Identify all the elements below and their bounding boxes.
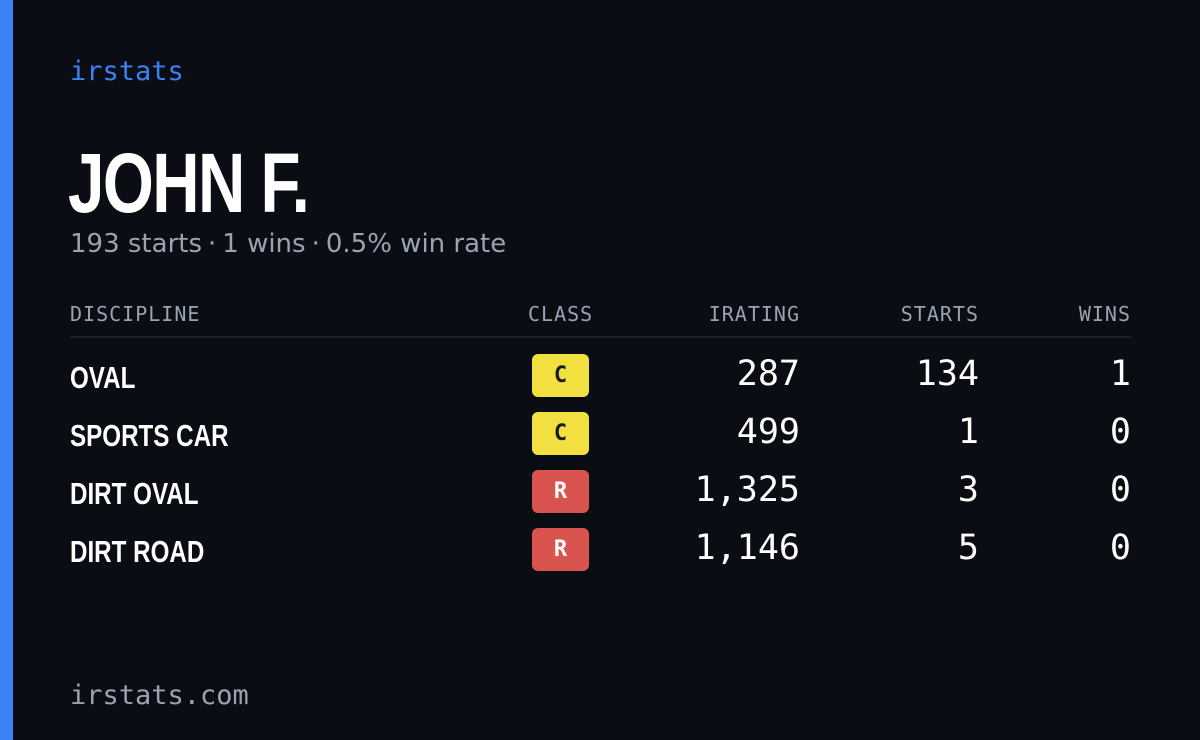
win-rate-summary: 0.5% win rate — [325, 229, 507, 259]
header-class: CLASS — [528, 302, 594, 326]
class-badge: R — [532, 470, 589, 513]
table-row: DIRT OVAL R 1,325 3 0 — [70, 454, 1131, 513]
starts-value: 3 — [957, 470, 979, 510]
separator: · — [311, 229, 320, 259]
class-badge: C — [532, 354, 589, 397]
irating-value: 499 — [736, 412, 800, 452]
accent-bar — [0, 0, 13, 740]
discipline-name: DIRT ROAD — [70, 534, 205, 569]
wins-value: 0 — [1109, 528, 1131, 568]
driver-summary: 193 starts · 1 wins · 0.5% win rate — [70, 229, 506, 259]
separator: · — [208, 229, 217, 259]
header-irating: IRATING — [708, 302, 800, 326]
header-starts: STARTS — [900, 302, 979, 326]
class-badge: R — [532, 528, 589, 571]
discipline-name: DIRT OVAL — [70, 476, 199, 511]
table-row: SPORTS CAR C 499 1 0 — [70, 396, 1131, 455]
wins-summary: 1 wins — [222, 229, 306, 259]
discipline-name: SPORTS CAR — [70, 418, 229, 453]
irating-value: 1,146 — [694, 528, 800, 568]
starts-value: 5 — [957, 528, 979, 568]
starts-value: 1 — [957, 412, 979, 452]
class-badge: C — [532, 412, 589, 455]
driver-name: JOHN F. — [68, 136, 310, 230]
wins-value: 0 — [1109, 412, 1131, 452]
brand-logo-text: irstats — [70, 56, 184, 87]
irating-value: 287 — [736, 354, 800, 394]
wins-value: 0 — [1109, 470, 1131, 510]
starts-summary: 193 starts — [70, 229, 202, 259]
table-row: DIRT ROAD R 1,146 5 0 — [70, 512, 1131, 571]
footer-url: irstats.com — [70, 680, 249, 711]
starts-value: 134 — [915, 354, 979, 394]
header-wins: WINS — [1078, 302, 1131, 326]
table-header: DISCIPLINE CLASS IRATING STARTS WINS — [70, 296, 1131, 338]
discipline-table: DISCIPLINE CLASS IRATING STARTS WINS OVA… — [70, 296, 1131, 571]
table-row: OVAL C 287 134 1 — [70, 338, 1131, 397]
irating-value: 1,325 — [694, 470, 800, 510]
discipline-name: OVAL — [70, 360, 136, 395]
wins-value: 1 — [1109, 354, 1131, 394]
header-discipline: DISCIPLINE — [70, 302, 201, 326]
